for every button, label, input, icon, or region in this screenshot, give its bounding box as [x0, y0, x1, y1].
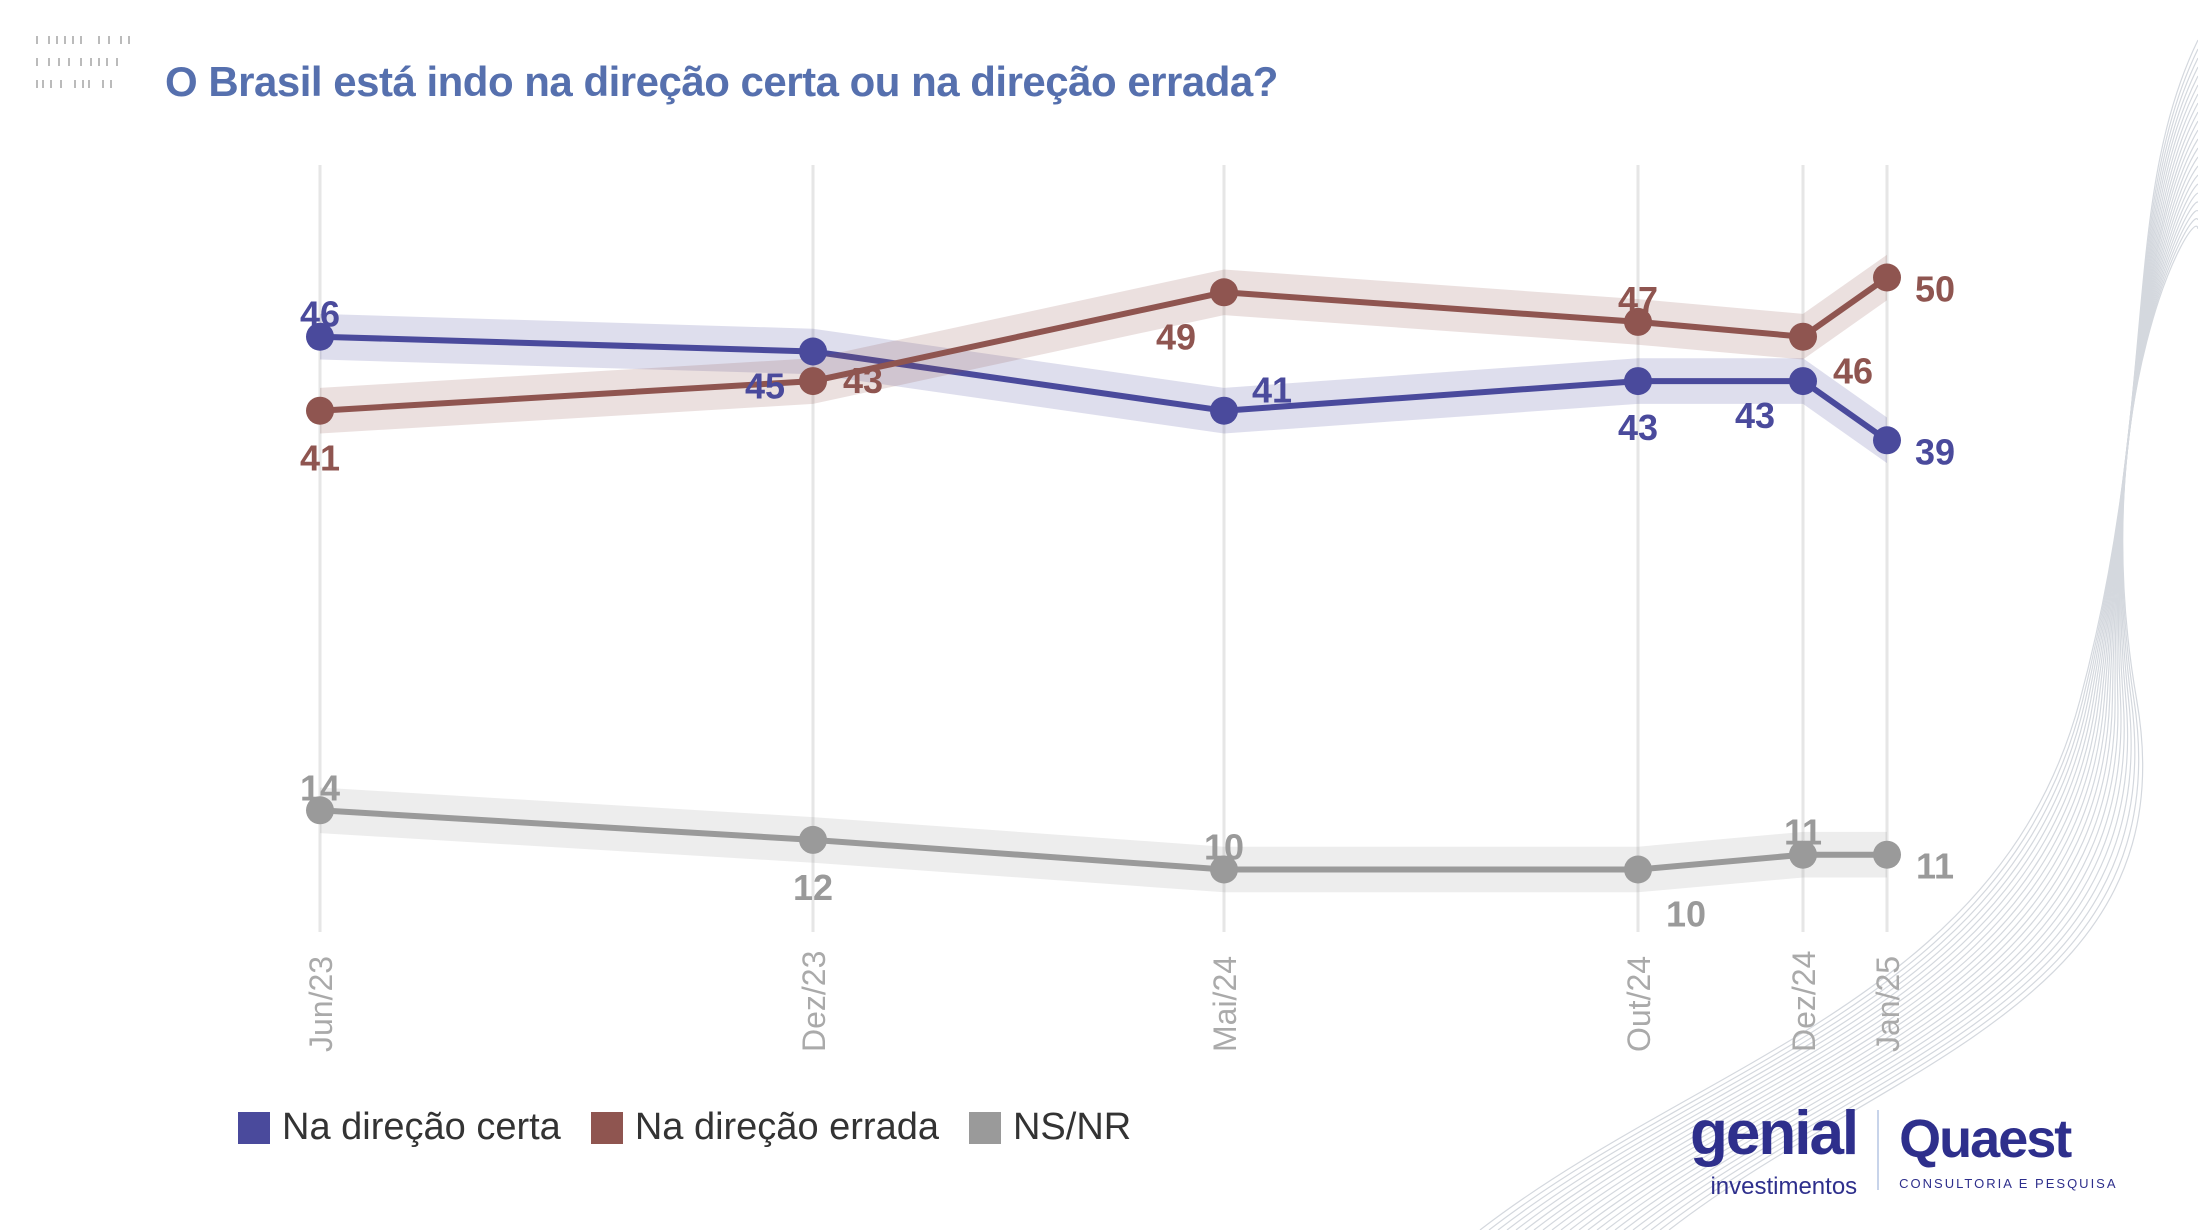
legend-item-certa: Na direção certa [238, 1106, 561, 1149]
legend-swatch-nsnr [968, 1111, 1001, 1144]
confidence-band-nsnr [320, 787, 1887, 893]
quaest-logo-subtext: CONSULTORIA E PESQUISA [1899, 1176, 2118, 1191]
wave-line [1560, 120, 2198, 1230]
wave-line [1497, 57, 2198, 1230]
data-label-nsnr: 11 [1784, 812, 1822, 853]
data-point-certa [799, 337, 827, 366]
data-label-certa: 41 [1252, 370, 1292, 411]
data-point-nsnr [306, 796, 334, 825]
data-label-errada: 47 [1618, 279, 1658, 320]
x-tick-label: Dez/23 [796, 951, 832, 1052]
data-label-certa: 43 [1735, 395, 1775, 436]
data-label-certa: 39 [1915, 431, 1955, 472]
data-point-certa [1210, 396, 1238, 425]
genial-logo-text: genial [1690, 1099, 1859, 1168]
data-point-certa [1624, 367, 1652, 396]
genial-logo-subtext: investimentos [1710, 1173, 1858, 1200]
data-label-errada: 50 [1915, 269, 1955, 310]
legend-item-errada: Na direção errada [590, 1106, 939, 1149]
data-label-certa: 45 [745, 366, 785, 407]
wave-line [1506, 66, 2198, 1230]
x-tick-label: Out/24 [1621, 956, 1657, 1052]
legend-swatch-certa [238, 1111, 270, 1144]
data-point-nsnr [799, 825, 827, 854]
data-label-nsnr: 10 [1666, 894, 1706, 935]
wave-line [1551, 111, 2198, 1230]
data-point-errada [799, 367, 827, 396]
wave-line [1587, 147, 2198, 1230]
x-tick-label: Mai/24 [1207, 956, 1243, 1052]
wave-line [1623, 183, 2198, 1230]
legend: Na direção certa Na direção errada NS/NR [238, 1106, 1131, 1149]
wave-line [1515, 75, 2198, 1230]
data-label-nsnr: 12 [793, 867, 833, 908]
data-label-nsnr: 14 [300, 767, 340, 808]
wave-line [1668, 225, 2198, 1230]
data-label-certa: 46 [300, 294, 340, 335]
barcode-decoration [36, 36, 130, 88]
data-point-certa [1873, 426, 1901, 455]
data-point-nsnr [1789, 840, 1817, 869]
wave-line [1488, 48, 2198, 1230]
legend-label-errada: Na direção errada [634, 1106, 939, 1148]
wave-line [1659, 218, 2198, 1230]
wave-line [1479, 39, 2198, 1230]
data-label-errada: 49 [1156, 316, 1196, 357]
series-errada [319, 254, 1889, 434]
quaest-logo: Quaest CONSULTORIA E PESQUISA [1899, 1107, 2117, 1193]
data-label-errada: 43 [843, 360, 883, 401]
data-label-errada: 41 [300, 438, 340, 479]
data-label-errada: 46 [1833, 351, 1873, 392]
series-certa [319, 313, 1889, 464]
data-label-certa: 43 [1618, 407, 1658, 448]
data-point-errada [1873, 263, 1901, 292]
wave-line [1524, 84, 2198, 1230]
legend-item-nsnr: NS/NR [968, 1106, 1132, 1149]
logos: genial investimentos Quaest CONSULTORIA … [1690, 1098, 2118, 1202]
data-point-certa [306, 322, 334, 351]
data-point-errada [306, 396, 334, 425]
data-label-nsnr: 10 [1204, 827, 1244, 868]
wave-line [1641, 201, 2198, 1230]
wave-line [1650, 210, 2198, 1230]
wave-line [1632, 192, 2198, 1230]
wave-line [1578, 138, 2198, 1230]
data-point-errada [1210, 278, 1238, 307]
x-tick-label: Jun/23 [303, 956, 339, 1052]
wave-line [1605, 165, 2198, 1230]
series-line-certa [319, 333, 1889, 443]
data-point-nsnr [1210, 855, 1238, 884]
logo-divider [1877, 1110, 1880, 1190]
legend-swatch-errada [590, 1111, 623, 1144]
data-point-nsnr [1873, 840, 1901, 869]
data-point-errada [1789, 322, 1817, 351]
data-point-certa [1789, 367, 1817, 396]
legend-label-certa: Na direção certa [282, 1106, 561, 1148]
series-line-errada [319, 275, 1889, 414]
x-tick-label: Jan/25 [1870, 956, 1906, 1052]
genial-logo: genial investimentos [1690, 1098, 1859, 1202]
quaest-logo-text: Quaest [1899, 1109, 2072, 1169]
series-nsnr [319, 787, 1887, 893]
legend-label-nsnr: NS/NR [1012, 1106, 1132, 1148]
wave-line [1569, 129, 2198, 1230]
wave-line [1542, 102, 2198, 1230]
wave-line [1596, 156, 2198, 1230]
data-point-nsnr [1624, 855, 1652, 884]
chart-title: O Brasil está indo na direção certa ou n… [165, 58, 1278, 105]
x-tick-label: Dez/24 [1786, 951, 1822, 1052]
data-label-nsnr: 11 [1916, 846, 1954, 887]
wave-line [1533, 93, 2198, 1230]
wave-line [1614, 174, 2198, 1230]
data-point-errada [1624, 307, 1652, 336]
